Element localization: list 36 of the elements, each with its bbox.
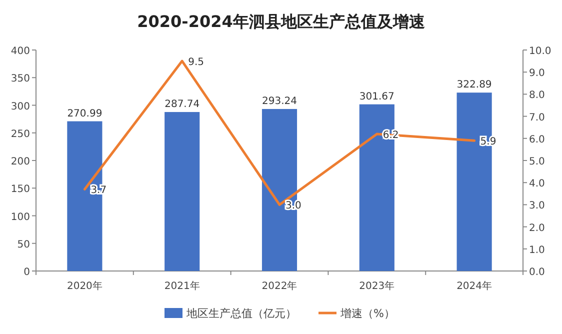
x-tick-label: 2021年 xyxy=(164,280,200,292)
y-tick-label: 350 xyxy=(10,74,30,85)
y-tick-label: 150 xyxy=(10,184,30,196)
legend-label: 增速（%） xyxy=(340,307,395,320)
y-tick-label: 200 xyxy=(10,156,30,168)
x-tick-label: 2023年 xyxy=(359,280,395,292)
data-label: 287.74 xyxy=(164,99,200,110)
y2-tick-label: 1.0 xyxy=(529,244,545,256)
data-label: 270.99 xyxy=(67,108,102,120)
chart-title: 2020-2024年泗县地区生产总值及增速 xyxy=(137,12,426,31)
y2-tick-label: 7.0 xyxy=(529,112,545,124)
y-tick-label: 0 xyxy=(24,267,30,278)
legend-label: 地区生产总值（亿元） xyxy=(186,307,296,320)
x-tick-label: 2022年 xyxy=(262,280,298,292)
data-label: 293.24 xyxy=(262,96,297,107)
bar xyxy=(164,112,200,271)
y2-tick-label: 10.0 xyxy=(529,46,552,57)
data-label: 9.5 xyxy=(188,57,204,68)
y-tick-label: 50 xyxy=(17,239,30,250)
y2-tick-label: 3.0 xyxy=(529,200,545,212)
y-tick-label: 100 xyxy=(10,212,30,223)
x-tick-label: 2024年 xyxy=(456,280,492,292)
y2-tick-label: 5.0 xyxy=(529,156,545,168)
x-tick-label: 2020年 xyxy=(66,280,102,292)
data-label: 322.89 xyxy=(456,80,492,91)
data-label: 301.67 xyxy=(359,91,394,102)
y2-tick-label: 8.0 xyxy=(529,90,545,102)
y2-tick-label: 6.0 xyxy=(529,134,545,146)
y-tick-label: 300 xyxy=(10,101,30,112)
y2-tick-label: 0.0 xyxy=(529,267,545,278)
y-tick-label: 400 xyxy=(10,46,30,57)
y2-tick-label: 4.0 xyxy=(529,178,545,190)
y-tick-label: 250 xyxy=(10,128,30,140)
y2-tick-label: 9.0 xyxy=(529,68,545,80)
data-label: 6.2 xyxy=(382,130,399,141)
y2-tick-label: 2.0 xyxy=(529,222,545,234)
